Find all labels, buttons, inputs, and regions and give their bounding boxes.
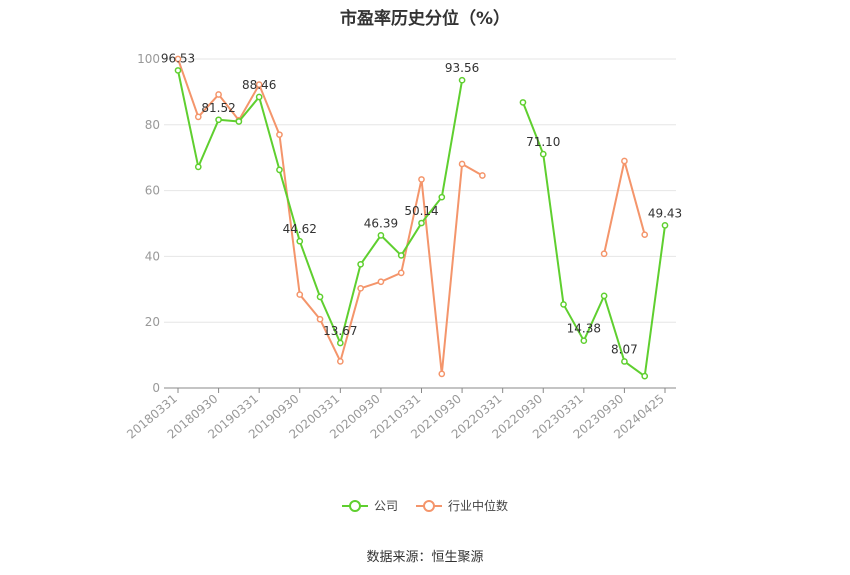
series-line: [603, 159, 646, 254]
data-point: [438, 193, 446, 201]
data-point: [621, 157, 628, 165]
data-point: [458, 160, 466, 168]
y-tick-label: 60: [145, 184, 160, 198]
data-point: [194, 163, 202, 171]
data-point: [235, 118, 243, 125]
data-point: [174, 67, 182, 74]
data-label: 46.39: [364, 216, 398, 230]
data-point: [519, 99, 527, 106]
series-industry: [174, 55, 649, 378]
data-point: [418, 176, 425, 183]
data-point: [336, 339, 344, 347]
y-tick-label: 40: [145, 249, 160, 263]
data-label: 88.46: [242, 78, 276, 92]
data-label: 81.52: [201, 101, 235, 115]
data-labels: 96.53 81.52 88.46 44.62 13.67 46.39 50.14 93.56…: [161, 51, 682, 356]
data-point: [397, 252, 405, 259]
series-lines: [174, 55, 669, 380]
data-point: [276, 131, 283, 139]
data-point: [276, 166, 283, 174]
series-line: [522, 102, 666, 378]
data-label: 50.14: [404, 204, 438, 218]
data-point: [215, 91, 222, 98]
data-point: [397, 269, 405, 277]
y-tick-label: 0: [152, 381, 160, 395]
data-point: [357, 260, 364, 268]
data-point: [560, 301, 567, 308]
data-label: 13.67: [323, 324, 357, 338]
data-point: [194, 113, 202, 121]
y-tick-label: 20: [145, 315, 160, 329]
data-point: [479, 172, 486, 179]
data-label: 93.56: [445, 61, 479, 75]
data-point: [438, 370, 446, 378]
chart-title: 市盈率历史分位（%）: [339, 9, 511, 29]
data-label: 49.43: [648, 206, 682, 220]
legend-item-company[interactable]: 公司: [341, 497, 398, 514]
legend-company-label: 公司: [373, 499, 398, 513]
data-point: [600, 250, 608, 258]
data-point: [336, 358, 344, 365]
data-point: [215, 116, 222, 124]
data-point: [174, 55, 182, 63]
data-point: [255, 81, 263, 89]
data-point: [377, 232, 385, 239]
data-point: [661, 222, 669, 229]
data-label: 71.10: [526, 135, 560, 149]
data-point: [641, 231, 649, 239]
data-point: [580, 337, 588, 345]
data-label: 8.07: [611, 342, 638, 356]
data-label: 14.38: [567, 322, 601, 336]
legend-industry-marker: [416, 499, 442, 512]
data-point: [418, 219, 425, 227]
legend: 公司 行业中位数: [0, 497, 850, 514]
data-point: [377, 278, 385, 286]
data-point: [296, 291, 304, 298]
data-point: [621, 358, 628, 365]
data-point: [600, 292, 608, 300]
series-line: [177, 58, 483, 375]
data-label: 96.53: [161, 51, 195, 65]
legend-industry-label: 行业中位数: [448, 499, 509, 513]
source-note: 数据来源：恒生聚源: [366, 550, 484, 565]
legend-company-marker: [341, 499, 368, 512]
data-point: [641, 372, 649, 380]
data-point: [316, 293, 324, 301]
series-company: [174, 67, 669, 380]
data-label: 44.62: [283, 222, 317, 236]
data-point: [255, 93, 263, 101]
y-tick-label: 100: [137, 52, 160, 66]
y-tick-label: 80: [145, 118, 160, 132]
legend-item-industry[interactable]: 行业中位数: [416, 497, 508, 514]
data-point: [357, 284, 364, 292]
data-point: [316, 315, 324, 323]
data-point: [296, 237, 304, 245]
data-point: [539, 150, 547, 158]
data-point: [458, 76, 466, 84]
